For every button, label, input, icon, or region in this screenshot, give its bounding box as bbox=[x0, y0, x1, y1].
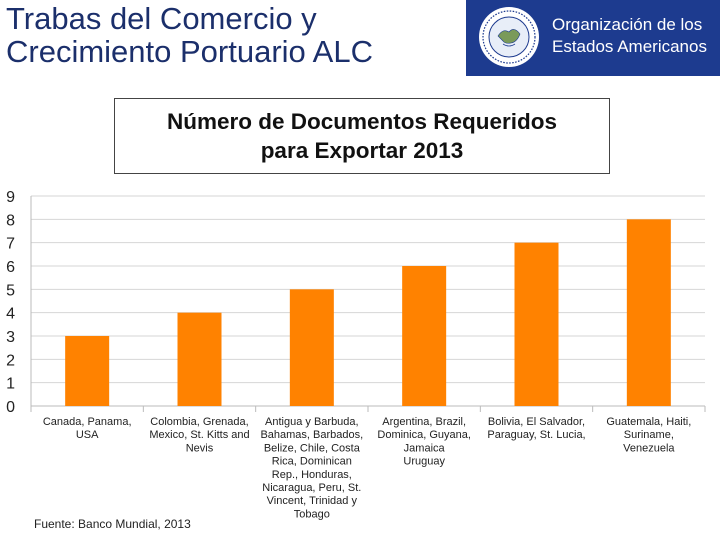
oas-seal-icon bbox=[479, 7, 539, 67]
organization-name: Organización de los Estados Americanos bbox=[552, 14, 707, 58]
chart-title-line-1: Número de Documentos Requeridos bbox=[166, 109, 558, 134]
y-tick-label: 5 bbox=[6, 282, 15, 299]
x-category-label-line: Dominica, Guyana, bbox=[377, 429, 471, 441]
x-category-label-line: Tobago bbox=[294, 508, 330, 520]
x-category-label-line: Nevis bbox=[186, 442, 214, 454]
x-category-label-line: Mexico, St. Kitts and bbox=[149, 429, 249, 441]
organization-name-line-2: Estados Americanos bbox=[552, 37, 707, 56]
source-note: Fuente: Banco Mundial, 2013 bbox=[34, 517, 191, 531]
bar bbox=[626, 219, 671, 406]
organization-name-line-1: Organización de los bbox=[552, 15, 703, 34]
x-category-label-line: Antigua y Barbuda, bbox=[265, 416, 359, 428]
bar bbox=[65, 336, 110, 406]
bar bbox=[289, 289, 334, 406]
x-category-label-line: Suriname, bbox=[624, 429, 674, 441]
bar bbox=[402, 266, 447, 406]
x-category-label-line: Colombia, Grenada, bbox=[150, 416, 248, 428]
x-category-label-line: Vincent, Trinidad y bbox=[267, 495, 358, 507]
x-category-label-line: Jamaica bbox=[404, 442, 446, 454]
x-category-label-line: Venezuela bbox=[623, 442, 675, 454]
x-category-label: Antigua y Barbuda, Bahamas, Barbados, Beli… bbox=[260, 416, 363, 520]
x-category-label: Colombia, Grenada, Mexico, St. Kitts and N… bbox=[149, 416, 249, 454]
y-tick-label: 2 bbox=[6, 352, 15, 369]
x-category-label: Canada, Panama, USA bbox=[43, 416, 132, 441]
bar-chart: 0 1 2 3 4 5 6 7 8 9 Canada, Panama, USA Colombia, Gr… bbox=[6, 189, 706, 520]
x-category-label: Guatemala, Haiti, Suriname, Venezuela bbox=[606, 416, 691, 454]
x-category-label-line: Bolivia, El Salvador, bbox=[488, 416, 585, 428]
x-category-label: Argentina, Brazil, Dominica, Guyana, Jamai… bbox=[377, 416, 471, 468]
page-title-line-2: Crecimiento Portuario ALC bbox=[6, 34, 373, 69]
bar bbox=[177, 312, 222, 406]
y-tick-label: 3 bbox=[6, 329, 15, 346]
x-category-label-line: Belize, Chile, Costa bbox=[264, 442, 361, 454]
x-category-label: Bolivia, El Salvador, Paraguay, St. Lucia… bbox=[487, 416, 585, 441]
y-tick-label: 8 bbox=[6, 212, 15, 229]
x-category-label-line: Rica, Dominican bbox=[272, 456, 352, 468]
x-category-label-line: Bahamas, Barbados, bbox=[260, 429, 363, 441]
x-category-label-line: Canada, Panama, bbox=[43, 416, 132, 428]
page-title-line-1: Trabas del Comercio y bbox=[6, 1, 317, 36]
x-category-label-line: Argentina, Brazil, bbox=[382, 416, 466, 428]
y-tick-label: 6 bbox=[6, 259, 15, 276]
y-tick-label: 1 bbox=[6, 376, 15, 393]
x-category-label-line: USA bbox=[76, 429, 99, 441]
x-category-label-line: Guatemala, Haiti, bbox=[606, 416, 691, 428]
y-tick-label: 4 bbox=[6, 306, 15, 323]
x-category-label-line: Nicaragua, Peru, St. bbox=[262, 482, 361, 494]
x-category-label-line: Paraguay, St. Lucia, bbox=[487, 429, 585, 441]
y-tick-label: 9 bbox=[6, 189, 15, 206]
y-tick-label: 7 bbox=[6, 236, 15, 253]
chart-title-line-2: para Exportar 2013 bbox=[260, 138, 464, 163]
y-tick-label: 0 bbox=[6, 399, 15, 416]
bar bbox=[514, 242, 559, 406]
x-category-label-line: Uruguay bbox=[403, 456, 445, 468]
page-title: Trabas del Comercio y Crecimiento Portua… bbox=[6, 2, 476, 68]
chart-title: Número de Documentos Requeridos para Exp… bbox=[114, 98, 610, 174]
x-category-label-line: Rep., Honduras, bbox=[272, 469, 352, 481]
